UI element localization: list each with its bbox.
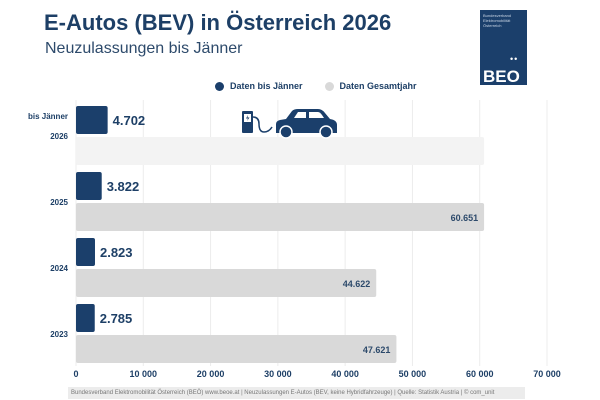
bar-jaenner [76,172,102,200]
logo-org-text: Bundesverband Elektromobilität Österreic… [483,13,512,28]
x-tick-label: 70 000 [533,369,561,379]
chart-legend: Daten bis Jänner Daten Gesamtjahr [215,81,439,91]
y-category-label: 2025 [50,198,68,207]
x-tick-label: 10 000 [130,369,158,379]
x-tick-label: 60 000 [466,369,494,379]
charging-cable [252,116,273,133]
x-tick-label: 30 000 [264,369,292,379]
bar-jaenner [76,304,95,332]
beo-logo: Bundesverband Elektromobilität Österreic… [480,10,527,86]
data-label-jaenner: 2.823 [100,245,133,260]
y-category-label: 2026 [50,132,68,141]
bar-gesamtjahr [76,335,397,363]
logo-brand: BEO [483,67,520,86]
bolt-icon [246,115,250,121]
chart-title: E-Autos (BEV) in Österreich 2026 [44,10,392,35]
car-wheel-front [279,125,293,139]
legend-item-jaenner: Daten bis Jänner [215,81,303,91]
bar-gesamtjahr [76,269,377,297]
ev-charging-icon [242,109,337,139]
x-tick-label: 50 000 [399,369,427,379]
data-label-jaenner: 2.785 [100,311,133,326]
legend-swatch-dark [215,81,224,91]
bar-jaenner [76,106,108,134]
data-label-gesamtjahr: 47.621 [363,345,391,355]
car-window-rear [309,112,324,118]
bar-gesamtjahr [76,137,485,165]
x-tick-label: 20 000 [197,369,225,379]
bar-gesamtjahr [76,203,485,231]
x-tick-label: 0 [73,369,78,379]
data-label-gesamtjahr: 60.651 [451,213,479,223]
data-label-jaenner: 4.702 [113,113,146,128]
legend-label: Daten Gesamtjahr [339,81,417,91]
legend-swatch-light [324,81,334,91]
legend-item-gesamtjahr: Daten Gesamtjahr [324,81,417,91]
y-category-label: 2023 [50,330,68,339]
y-category-prefix: bis Jänner [28,112,68,121]
y-category-label: 2024 [50,264,68,273]
legend-label: Daten bis Jänner [230,81,303,91]
car-window-front [294,112,306,118]
data-label-gesamtjahr: 44.622 [343,279,371,289]
footer-source: Bundesverband Elektromobilität Österreic… [68,387,525,399]
x-tick-label: 40 000 [331,369,359,379]
data-label-jaenner: 3.822 [107,179,140,194]
bar-jaenner [76,238,95,266]
chart-subtitle: Neuzulassungen bis Jänner [45,40,243,57]
logo-dots: •• [510,54,519,64]
car-wheel-rear [319,125,333,139]
